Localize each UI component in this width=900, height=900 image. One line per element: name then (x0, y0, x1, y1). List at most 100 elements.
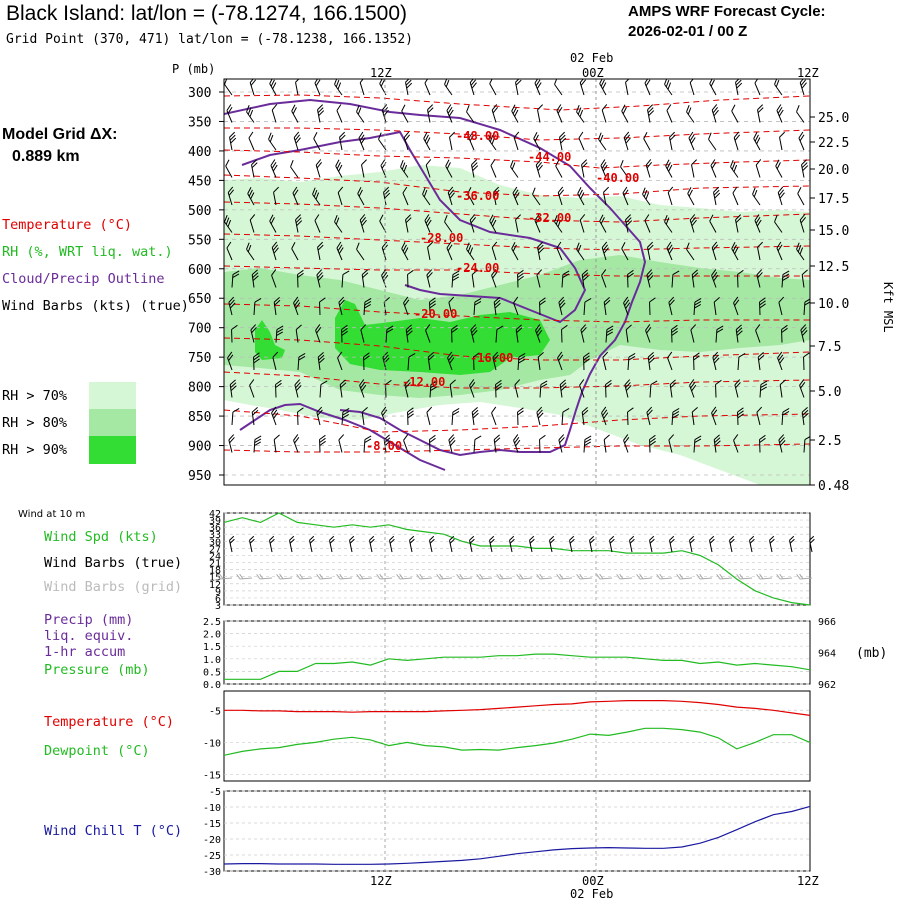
wind-barb (338, 434, 345, 453)
precip-tick: 2.5 (203, 617, 221, 628)
wind-barb (422, 187, 431, 206)
wind-barb (341, 324, 348, 343)
wind-barb (361, 159, 367, 178)
wind-barb (407, 353, 416, 371)
height-tick-25.0: 25.0 (818, 111, 849, 126)
wind-barb (753, 131, 761, 151)
wind-barb-true (309, 535, 315, 553)
temp-label-m28: -28.00 (420, 231, 463, 245)
wind-barb (735, 214, 742, 233)
pressure-tick-800: 800 (188, 381, 211, 396)
wind-barb (400, 159, 409, 178)
wind-barb (405, 79, 413, 96)
wind-barb (605, 379, 612, 398)
wind-barb (532, 187, 541, 206)
wind-barb (620, 159, 629, 178)
wind-barb (451, 408, 460, 426)
wind-barb (273, 434, 280, 453)
wind-barb (778, 434, 786, 453)
wind-barb (689, 79, 696, 96)
wind-barb (246, 242, 255, 261)
wind-barb (535, 159, 543, 178)
wind-barb (360, 324, 367, 343)
wind-barb-grid (596, 573, 613, 580)
wind-barb (556, 241, 563, 261)
bottom-date-label: 02 Feb (570, 887, 613, 900)
wind-barb (711, 104, 719, 123)
top-date-label: 02 Feb (570, 51, 613, 65)
wind-barb-true (409, 535, 415, 553)
wind-barb-true (529, 535, 535, 553)
wind-barb (269, 79, 277, 96)
wind-barb (517, 269, 524, 288)
wind-barb-true (789, 535, 795, 553)
legend-wind-chill: Wind Chill T (°C) (44, 823, 183, 839)
wind-barb (665, 159, 673, 178)
wind-barb (781, 324, 788, 343)
wind-barb (755, 159, 762, 178)
wind-barb (359, 214, 367, 233)
wind-barb (537, 241, 545, 261)
wind-barb (561, 324, 568, 343)
wind-barb (492, 351, 499, 371)
wind-barb (689, 214, 697, 233)
wind-barb-true (289, 535, 295, 553)
wind-barb (775, 159, 783, 178)
wind-barb (649, 380, 658, 398)
wind-speed-tick: 33 (209, 530, 221, 541)
wind-barb (534, 79, 542, 96)
wind-speed-tick: 18 (209, 566, 221, 577)
wind-barb (539, 434, 546, 453)
wind-barb (621, 241, 629, 261)
wind-barb (669, 131, 676, 151)
wind-barb (535, 324, 543, 343)
wind-barb-grid (616, 573, 633, 580)
wind-barb (554, 79, 563, 96)
wind-barb (799, 79, 807, 96)
wind-barb (291, 241, 299, 261)
wind-barb (319, 434, 326, 453)
wind-barb (558, 296, 566, 316)
wind-barb (579, 79, 587, 96)
wind-barb (405, 214, 412, 233)
wind-barb-true (629, 535, 635, 553)
wind-barb (445, 159, 453, 178)
wind-barb (623, 434, 630, 453)
wind-barb (709, 214, 717, 233)
wind-barb (317, 351, 325, 371)
height-tick-7.5: 7.5 (818, 340, 841, 355)
pressure-tick-400: 400 (188, 145, 211, 160)
wind-barb (426, 406, 433, 426)
wind-barb (338, 296, 345, 316)
temperature-tick: -5 (209, 706, 221, 717)
wind-barb-grid (576, 573, 593, 580)
wind-barb-grid (776, 573, 793, 580)
wind-barb (756, 406, 763, 426)
wind-barb-grid (376, 573, 393, 580)
wind-barb (356, 104, 365, 123)
wind-chill-tick: -30 (203, 867, 221, 878)
height-tick-15.0: 15.0 (818, 224, 849, 239)
legend-rh80: RH > 80% (2, 415, 68, 431)
wind-barb (715, 379, 722, 398)
wind-barb (646, 406, 653, 426)
wind-barb (601, 241, 609, 261)
wind-barb (671, 408, 680, 426)
wind-barb (625, 324, 632, 343)
legend-rh: RH (%, WRT liq. wat.) (2, 244, 173, 260)
wind-speed-tick: 39 (209, 516, 221, 527)
wind-barb (469, 79, 477, 96)
wind-barb-grid (256, 573, 273, 580)
wind-barb (251, 269, 259, 288)
wind-barb (429, 297, 436, 316)
wind-barb (290, 159, 299, 178)
precip-tick: 2.0 (203, 630, 221, 641)
wind-barb (249, 379, 255, 398)
wind-barb (599, 79, 607, 96)
wind-barb (334, 79, 343, 96)
wind-barb (776, 241, 783, 261)
wind-barb (491, 269, 498, 288)
wind-barb (401, 104, 409, 123)
wind-barb (733, 434, 739, 453)
wind-barb-grid (436, 573, 453, 580)
